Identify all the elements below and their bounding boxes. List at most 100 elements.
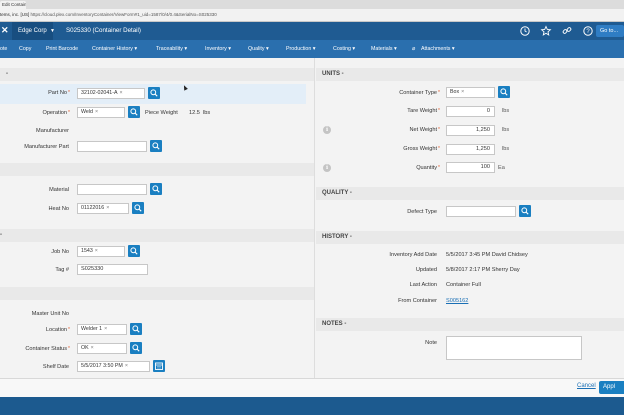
remove-icon[interactable]: × xyxy=(90,345,94,351)
browser-tab[interactable]: Edit Contain xyxy=(0,1,26,9)
quantity-label: Quantity* xyxy=(416,165,440,171)
tag-label: Tag # xyxy=(55,267,69,273)
heat-no-search-button[interactable] xyxy=(132,202,144,214)
defect-type-label: Defect Type xyxy=(407,209,437,215)
section-header-job: - xyxy=(0,229,314,242)
gross-weight-label: Gross Weight* xyxy=(403,146,440,152)
net-weight-field[interactable]: 1,250 xyxy=(446,125,495,136)
shelf-date-label: Shelf Date xyxy=(42,364,69,370)
toolbar-quality[interactable]: Quality ▾ xyxy=(248,46,269,52)
toolbar-copy[interactable]: Copy xyxy=(19,46,32,52)
page-title: S025330 (Container Detail) xyxy=(66,27,141,34)
tag-field[interactable]: S025330 xyxy=(77,264,148,275)
remove-icon[interactable]: × xyxy=(94,109,99,115)
shelf-date-field[interactable]: 5/5/2017 3:50 PM × xyxy=(77,361,150,372)
container-type-search-button[interactable] xyxy=(498,86,510,98)
manufacturer-part-field[interactable] xyxy=(77,141,147,152)
bottom-bar xyxy=(0,397,624,415)
tare-weight-label: Tare Weight* xyxy=(407,108,440,114)
toolbar-attachments[interactable]: Attachments ▾ xyxy=(421,46,455,52)
remove-icon[interactable]: × xyxy=(119,90,123,96)
tare-weight-unit: lbs xyxy=(502,108,510,114)
part-no-search-button[interactable] xyxy=(148,87,160,99)
container-status-field[interactable]: OK × xyxy=(77,343,127,354)
star-icon[interactable] xyxy=(540,25,552,37)
goto-button[interactable]: Go to... xyxy=(596,25,624,37)
link-icon[interactable] xyxy=(561,25,573,37)
location-field[interactable]: Welder 1 × xyxy=(77,324,127,335)
remove-icon[interactable]: × xyxy=(461,89,465,95)
quality-section-header[interactable]: QUALITY - xyxy=(316,187,624,200)
location-label: Location* xyxy=(45,327,70,333)
container-status-label: Container Status* xyxy=(25,346,70,352)
apply-button[interactable]: Appl xyxy=(599,381,624,394)
chevron-down-icon[interactable]: ▼ xyxy=(50,28,55,34)
job-no-field[interactable]: 1543 × xyxy=(77,246,125,257)
browser-tab-bar: Edit Contain xyxy=(0,0,624,9)
toolbar-costing[interactable]: Costing ▾ xyxy=(333,46,356,52)
heat-no-field[interactable]: 01122016 × xyxy=(77,203,129,214)
notes-section-header[interactable]: NOTES - xyxy=(316,318,624,331)
help-icon[interactable]: ? xyxy=(582,25,594,37)
from-container-label: From Container xyxy=(398,298,437,304)
defect-type-field[interactable] xyxy=(446,206,516,217)
clock-icon[interactable] xyxy=(519,25,531,37)
company-selector[interactable]: Edge Corp xyxy=(12,22,53,40)
updated-value: 5/8/2017 2:17 PM Sherry Day xyxy=(446,267,520,273)
gross-weight-field[interactable]: 1,250 xyxy=(446,144,495,155)
app-header: ✕ Edge Corp ▼ S025330 (Container Detail)… xyxy=(0,22,624,40)
job-no-label: Job No xyxy=(51,249,69,255)
address-text[interactable]: tems, inc. [US] https://cloud.plex.com/I… xyxy=(0,12,217,17)
svg-text:?: ? xyxy=(586,29,590,35)
action-toolbar: ote Copy Print Barcode Container History… xyxy=(0,40,624,58)
info-icon[interactable]: i xyxy=(323,164,331,172)
remove-icon[interactable]: × xyxy=(106,205,110,211)
remove-icon[interactable]: × xyxy=(94,248,98,254)
cancel-link[interactable]: Cancel xyxy=(577,383,596,389)
address-bar[interactable]: tems, inc. [US] https://cloud.plex.com/I… xyxy=(0,9,624,22)
toolbar-production[interactable]: Production ▾ xyxy=(286,46,316,52)
part-no-field[interactable]: 32102-02041-A × xyxy=(77,88,145,99)
net-weight-unit: lbs xyxy=(502,127,510,133)
location-search-button[interactable] xyxy=(130,323,142,335)
from-container-link[interactable]: S005162 xyxy=(446,298,469,304)
operation-field[interactable]: Weld × xyxy=(77,107,125,118)
toolbar-materials[interactable]: Materials ▾ xyxy=(371,46,397,52)
container-status-search-button[interactable] xyxy=(130,342,142,354)
toolbar-traceability[interactable]: Traceability ▾ xyxy=(156,46,188,52)
material-field[interactable] xyxy=(77,184,147,195)
last-action-label: Last Action xyxy=(409,282,437,288)
section-header-location xyxy=(0,287,314,300)
piece-weight-value: 12.5 xyxy=(189,110,200,116)
form-footer: Cancel Appl xyxy=(0,378,624,397)
net-weight-label: Net Weight* xyxy=(409,127,440,133)
inventory-add-date-label: Inventory Add Date xyxy=(389,252,437,258)
section-header-general: - xyxy=(0,68,314,81)
toolbar-note[interactable]: ote xyxy=(0,46,8,52)
remove-icon[interactable]: × xyxy=(124,363,128,369)
calendar-button[interactable] xyxy=(153,360,165,372)
piece-weight-unit: lbs xyxy=(203,110,211,116)
defect-type-search-button[interactable] xyxy=(519,205,531,217)
info-icon[interactable]: i xyxy=(323,126,331,134)
job-no-search-button[interactable] xyxy=(128,245,140,257)
quantity-unit: Ea xyxy=(498,165,505,171)
close-icon[interactable]: ✕ xyxy=(1,25,9,35)
column-divider xyxy=(314,58,315,378)
history-section-header[interactable]: HISTORY - xyxy=(316,231,624,244)
toolbar-inventory[interactable]: Inventory ▾ xyxy=(205,46,231,52)
remove-icon[interactable]: × xyxy=(104,326,108,332)
units-section-header[interactable]: UNITS - xyxy=(316,68,624,81)
manufacturer-part-search-button[interactable] xyxy=(150,140,162,152)
operation-search-button[interactable] xyxy=(128,106,140,118)
tare-weight-field[interactable]: 0 xyxy=(446,106,495,117)
container-type-field[interactable]: Box × xyxy=(446,87,495,98)
note-textarea[interactable] xyxy=(446,336,582,360)
section-header-material xyxy=(0,163,314,176)
note-label: Note xyxy=(425,340,437,346)
toolbar-print-barcode[interactable]: Print Barcode xyxy=(46,46,79,52)
material-search-button[interactable] xyxy=(150,183,162,195)
quantity-field[interactable]: 100 xyxy=(446,162,495,173)
material-label: Material xyxy=(49,187,69,193)
toolbar-container-history[interactable]: Container History ▾ xyxy=(92,46,138,52)
